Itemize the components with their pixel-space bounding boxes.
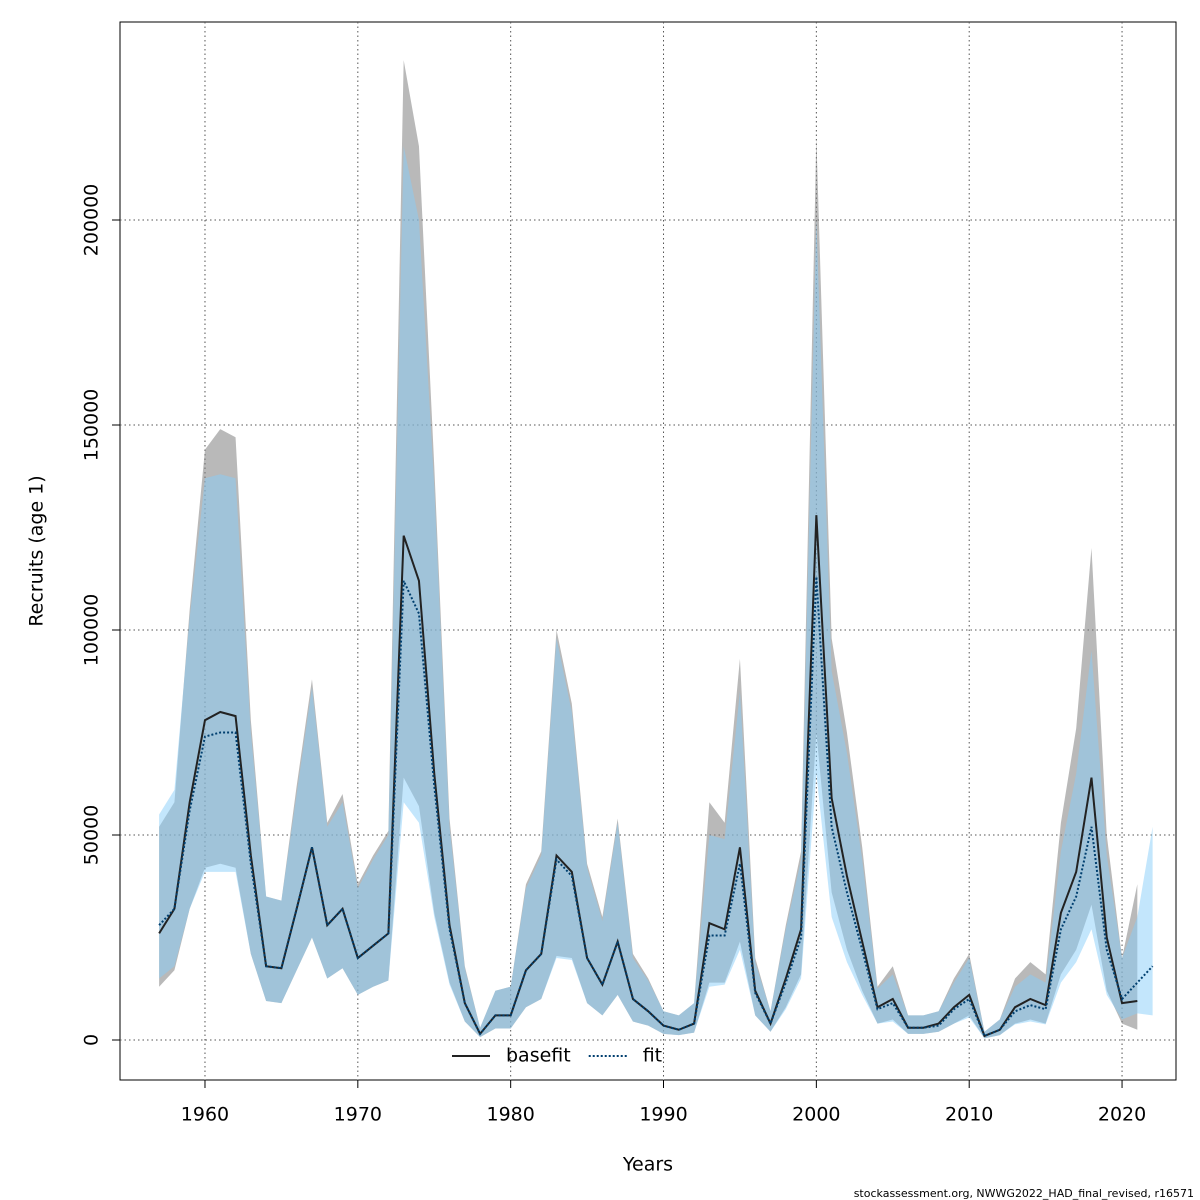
- x-tick-label: 1990: [639, 1104, 687, 1126]
- x-tick-label: 1980: [486, 1104, 534, 1126]
- y-tick-label: 100000: [81, 594, 103, 667]
- y-tick-label: 50000: [81, 805, 103, 865]
- x-tick-label: 1960: [181, 1104, 229, 1126]
- footnote: stockassessment.org, NWWG2022_HAD_final_…: [854, 1187, 1194, 1200]
- x-axis-title: Years: [622, 1154, 673, 1176]
- legend-label: fit: [643, 1045, 662, 1067]
- confidence-band: [159, 146, 1153, 1039]
- x-tick-label: 2010: [945, 1104, 993, 1126]
- y-tick-label: 200000: [81, 184, 103, 257]
- y-tick-label: 150000: [81, 389, 103, 462]
- y-axis-title: Recruits (age 1): [26, 475, 48, 626]
- legend-label: basefit: [506, 1045, 571, 1067]
- x-tick-label: 1970: [334, 1104, 382, 1126]
- x-tick-label: 2020: [1098, 1104, 1146, 1126]
- series-line: [158, 576, 1154, 1038]
- y-tick-label: 0: [81, 1034, 103, 1046]
- x-tick-label: 2000: [792, 1104, 840, 1126]
- plot-frame: [119, 21, 1177, 1081]
